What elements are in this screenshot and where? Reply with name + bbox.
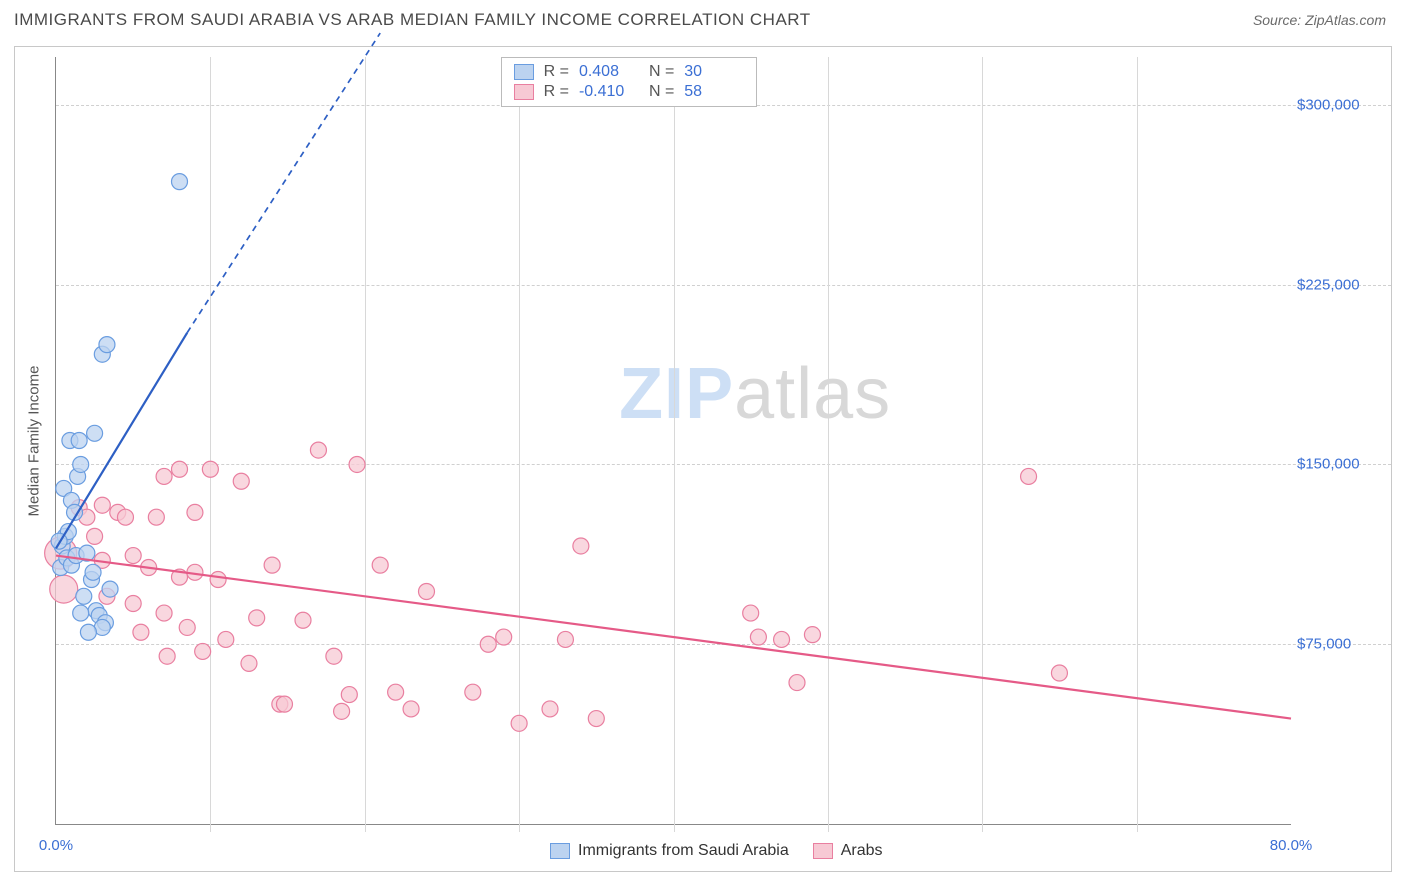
scatter-point-arabs	[480, 636, 496, 652]
scatter-point-saudi	[87, 425, 103, 441]
trendline-ext-saudi	[187, 33, 380, 333]
stat-N-label: N =	[649, 63, 674, 81]
ytick-label: $150,000	[1297, 456, 1387, 473]
stat-N-arabs: 58	[684, 83, 744, 101]
scatter-point-arabs	[210, 572, 226, 588]
scatter-point-saudi	[172, 174, 188, 190]
scatter-point-arabs	[94, 497, 110, 513]
ytick-label: $300,000	[1297, 96, 1387, 113]
chart-header: IMMIGRANTS FROM SAUDI ARABIA VS ARAB MED…	[0, 0, 1406, 38]
scatter-point-arabs	[249, 610, 265, 626]
scatter-point-arabs	[117, 509, 133, 525]
legend-label-saudi: Immigrants from Saudi Arabia	[578, 842, 789, 860]
legend-label-arabs: Arabs	[841, 842, 883, 860]
scatter-point-arabs	[156, 468, 172, 484]
scatter-point-arabs	[372, 557, 388, 573]
source-label: Source:	[1253, 12, 1301, 28]
chart-container: Median Family Income ZIPatlas $75,000$15…	[14, 46, 1392, 872]
scatter-point-arabs	[1051, 665, 1067, 681]
scatter-point-arabs	[743, 605, 759, 621]
scatter-point-arabs	[1021, 468, 1037, 484]
scatter-point-arabs	[264, 557, 280, 573]
scatter-point-arabs	[148, 509, 164, 525]
scatter-point-saudi	[80, 624, 96, 640]
scatter-point-arabs	[218, 631, 234, 647]
scatter-point-arabs	[87, 528, 103, 544]
scatter-point-arabs	[195, 643, 211, 659]
source-value: ZipAtlas.com	[1305, 12, 1386, 28]
scatter-point-arabs	[496, 629, 512, 645]
swatch-arabs-bottom	[813, 843, 833, 859]
legend-item-saudi: Immigrants from Saudi Arabia	[550, 842, 789, 860]
ytick-label: $75,000	[1297, 636, 1387, 653]
scatter-point-arabs	[542, 701, 558, 717]
scatter-point-arabs	[133, 624, 149, 640]
scatter-point-saudi	[73, 605, 89, 621]
scatter-point-saudi	[99, 337, 115, 353]
scatter-point-arabs	[588, 711, 604, 727]
scatter-point-arabs	[179, 619, 195, 635]
scatter-point-arabs	[750, 629, 766, 645]
scatter-point-arabs	[334, 703, 350, 719]
xtick-label: 80.0%	[1270, 837, 1313, 854]
scatter-point-saudi	[76, 588, 92, 604]
scatter-point-arabs	[202, 461, 218, 477]
scatter-point-arabs	[403, 701, 419, 717]
scatter-point-arabs	[172, 461, 188, 477]
legend-stats-box: R = 0.408 N = 30 R = -0.410 N = 58	[501, 57, 758, 107]
scatter-point-saudi	[85, 564, 101, 580]
scatter-point-arabs	[187, 504, 203, 520]
scatter-point-arabs	[276, 696, 292, 712]
scatter-point-arabs	[349, 456, 365, 472]
legend-stats-row-arabs: R = -0.410 N = 58	[514, 82, 745, 102]
scatter-point-arabs	[295, 612, 311, 628]
scatter-point-arabs	[388, 684, 404, 700]
scatter-point-arabs	[326, 648, 342, 664]
scatter-point-arabs	[789, 675, 805, 691]
stat-R-label: R =	[544, 63, 569, 81]
scatter-point-arabs	[156, 605, 172, 621]
scatter-point-saudi	[102, 581, 118, 597]
ytick-label: $225,000	[1297, 276, 1387, 293]
scatter-point-arabs	[233, 473, 249, 489]
swatch-arabs	[514, 84, 534, 100]
xtick-label: 0.0%	[39, 837, 73, 854]
trendline-arabs	[56, 556, 1291, 719]
legend-stats-row-saudi: R = 0.408 N = 30	[514, 62, 745, 82]
legend-item-arabs: Arabs	[813, 842, 883, 860]
scatter-point-arabs	[50, 575, 78, 603]
scatter-point-arabs	[804, 627, 820, 643]
scatter-point-arabs	[341, 687, 357, 703]
scatter-point-arabs	[241, 655, 257, 671]
scatter-point-arabs	[465, 684, 481, 700]
yaxis-title: Median Family Income	[26, 365, 43, 516]
scatter-point-saudi	[73, 456, 89, 472]
scatter-point-arabs	[511, 715, 527, 731]
stat-R-saudi: 0.408	[579, 63, 639, 81]
stat-N-label2: N =	[649, 83, 674, 101]
scatter-point-saudi	[71, 433, 87, 449]
stat-N-saudi: 30	[684, 63, 744, 81]
scatter-point-arabs	[310, 442, 326, 458]
plot-area: Median Family Income ZIPatlas $75,000$15…	[55, 57, 1291, 825]
stat-R-arabs: -0.410	[579, 83, 639, 101]
scatter-point-arabs	[557, 631, 573, 647]
scatter-svg	[56, 57, 1291, 824]
bottom-legend: Immigrants from Saudi Arabia Arabs	[550, 842, 883, 860]
scatter-point-arabs	[419, 584, 435, 600]
swatch-saudi-bottom	[550, 843, 570, 859]
scatter-point-arabs	[774, 631, 790, 647]
scatter-point-arabs	[573, 538, 589, 554]
chart-title: IMMIGRANTS FROM SAUDI ARABIA VS ARAB MED…	[14, 10, 811, 30]
scatter-point-arabs	[125, 548, 141, 564]
swatch-saudi	[514, 64, 534, 80]
chart-source: Source: ZipAtlas.com	[1253, 12, 1386, 28]
scatter-point-arabs	[159, 648, 175, 664]
scatter-point-arabs	[125, 595, 141, 611]
stat-R-label2: R =	[544, 83, 569, 101]
